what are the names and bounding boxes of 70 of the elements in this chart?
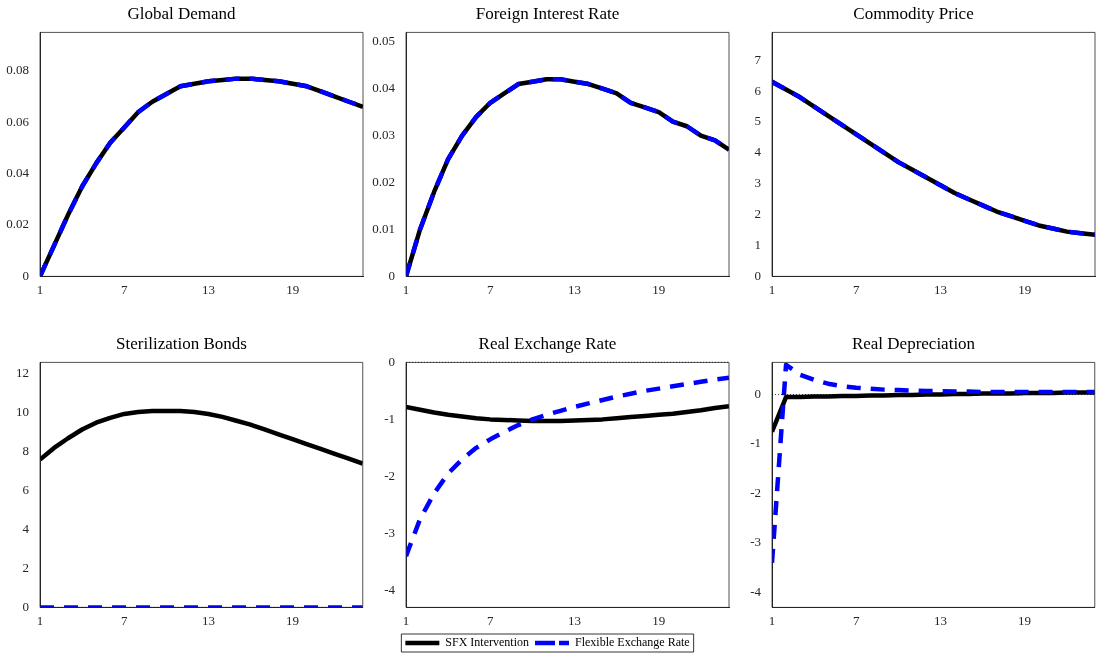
line-series [772, 362, 1095, 566]
y-tick-label: 0 [388, 353, 395, 369]
y-tick-label: -1 [750, 435, 761, 451]
y-tick-label: 0.04 [6, 165, 30, 181]
y-tick-label: 10 [16, 404, 29, 420]
y-tick-label: 0.08 [6, 62, 29, 78]
y-tick-label: -2 [384, 467, 395, 483]
x-tick-label: 7 [120, 612, 128, 628]
x-tick-label: 1 [768, 281, 776, 297]
chart-title: Real Exchange Rate [478, 333, 617, 353]
chart-title: Global Demand [127, 3, 237, 23]
x-tick-label: 19 [1018, 612, 1032, 628]
x-tick-label: 19 [1018, 281, 1032, 297]
x-tick-label: 1 [36, 281, 44, 297]
chart-title: Real Depreciation [851, 333, 976, 353]
line-series [406, 375, 729, 559]
y-tick-label: 0.04 [372, 80, 396, 96]
x-tick-label: 19 [286, 281, 300, 297]
y-tick-label: 6 [22, 482, 30, 498]
x-tick-label: 19 [286, 612, 300, 628]
y-tick-label: 4 [22, 521, 30, 537]
legend-label: SFX Intervention [445, 635, 530, 650]
y-tick-label: 5 [754, 113, 761, 129]
x-tick-label: 7 [487, 612, 495, 628]
chart-title: Sterilization Bonds [116, 333, 247, 353]
y-tick-label: 0.03 [372, 127, 395, 143]
x-tick-label: 13 [934, 281, 948, 297]
x-tick-label: 13 [568, 281, 582, 297]
x-tick-label: 7 [487, 281, 495, 297]
x-tick-label: 7 [121, 281, 129, 297]
x-tick-label: 1 [36, 612, 44, 628]
x-tick-label: 19 [652, 281, 666, 297]
y-tick-label: 0 [754, 385, 761, 401]
y-tick-label: 4 [754, 144, 762, 160]
y-tick-label: 2 [754, 206, 761, 222]
x-tick-label: 13 [933, 612, 947, 628]
y-tick-label: 0.06 [6, 113, 30, 129]
legend-label: Flexible Exchange Rate [575, 635, 690, 650]
y-tick-label: 0.01 [372, 220, 395, 236]
y-tick-label: 0.05 [372, 33, 395, 49]
x-tick-label: 13 [568, 612, 582, 628]
x-tick-label: 13 [201, 612, 215, 628]
y-tick-label: -1 [384, 410, 395, 426]
y-tick-label: 3 [754, 175, 761, 191]
y-tick-label: 0 [22, 598, 29, 614]
y-tick-label: 0.02 [6, 216, 29, 232]
x-tick-label: 1 [402, 612, 410, 628]
y-tick-label: 8 [22, 443, 29, 459]
y-tick-label: -3 [750, 534, 761, 550]
x-tick-label: 19 [652, 612, 666, 628]
y-tick-label: 6 [754, 82, 762, 98]
y-tick-label: -3 [384, 524, 395, 540]
y-tick-label: 2 [22, 559, 29, 575]
y-tick-label: 1 [754, 236, 761, 252]
y-tick-label: -4 [750, 583, 762, 599]
y-tick-label: -2 [750, 484, 761, 500]
x-tick-label: 1 [768, 612, 776, 628]
chart-title: Commodity Price [853, 3, 974, 23]
y-tick-label: 7 [754, 51, 762, 67]
y-tick-label: 12 [16, 365, 29, 381]
x-tick-label: 1 [402, 281, 410, 297]
chart-title: Foreign Interest Rate [475, 3, 620, 23]
x-tick-label: 7 [853, 281, 861, 297]
x-tick-label: 7 [852, 612, 860, 628]
y-tick-label: 0 [388, 267, 395, 283]
y-tick-label: 0.02 [372, 173, 395, 189]
y-tick-label: -4 [384, 581, 396, 597]
y-tick-label: 0 [22, 267, 29, 283]
y-tick-label: 0 [754, 267, 761, 283]
x-tick-label: 13 [202, 281, 216, 297]
